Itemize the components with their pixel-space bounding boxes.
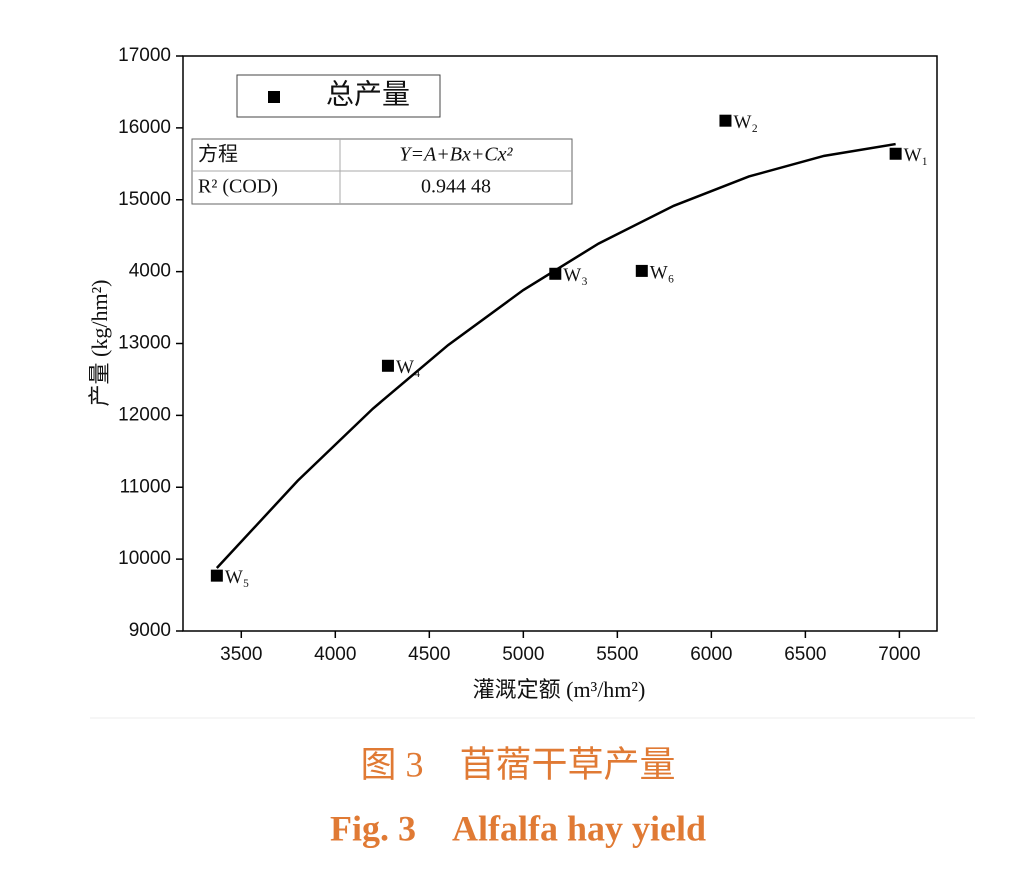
x-tick-label: 7000 [878,644,920,665]
point-label: W₅ [225,567,250,588]
y-tick-label: 4000 [129,261,171,282]
point [549,267,562,280]
y-axis-label: 产量 (kg/hm²) [87,280,112,407]
y-tick-label: 9000 [129,620,171,641]
x-tick-label: 4500 [408,644,450,665]
y-tick-label: 17000 [118,45,171,66]
point [381,359,394,372]
table-cell: R² (COD) [198,176,278,198]
y-tick-label: 15000 [118,189,171,210]
caption-en: Fig. 3 Alfalfa hay yield [330,808,706,848]
table-cell: 0.944 48 [421,176,491,198]
point-label: W₂ [733,112,758,133]
x-axis-label: 灌溉定额 (m³/hm²) [473,677,646,702]
x-tick-label: 6000 [690,644,732,665]
table-cell: Y=A+Bx+Cx² [399,144,513,166]
point [210,569,223,582]
point [719,114,732,127]
point [635,264,648,277]
y-tick-label: 13000 [118,333,171,354]
point [889,147,902,160]
table-cell: 方程 [198,143,238,166]
x-tick-label: 5000 [502,644,544,665]
x-tick-label: 5500 [596,644,638,665]
point-label: W₁ [904,145,929,166]
fit-curve [215,142,896,569]
x-tick-label: 6500 [784,644,826,665]
y-tick-label: 16000 [118,117,171,138]
x-tick-label: 3500 [220,644,262,665]
y-tick-label: 10000 [118,548,171,569]
x-tick-label: 4000 [314,644,356,665]
caption-cn: 图 3 苜蓿干草产量 [360,744,675,784]
point-label: W₄ [396,357,421,378]
legend-label: 总产量 [326,78,410,110]
legend-marker [268,91,280,103]
point-label: W₆ [650,262,675,283]
point-label: W₃ [563,265,588,286]
y-tick-label: 11000 [120,476,171,497]
y-tick-label: 12000 [118,404,171,425]
